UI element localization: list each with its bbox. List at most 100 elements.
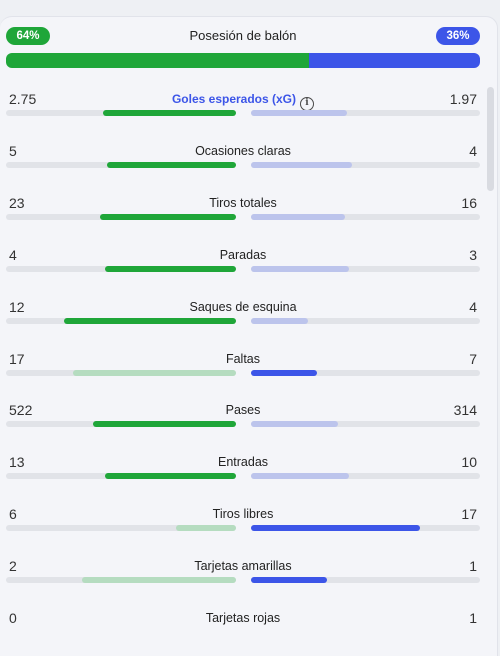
- stat-row: 6 Tiros libres 17: [6, 505, 480, 545]
- stat-away-bar: [251, 473, 350, 479]
- stat-row: 5 Ocasiones claras 4: [6, 142, 480, 182]
- stat-away-bar: [251, 266, 350, 272]
- stat-home-track: [6, 370, 236, 376]
- stat-label-text: Saques de esquina: [189, 300, 297, 314]
- stat-away-track: [251, 473, 480, 479]
- stat-away-value: 4: [469, 299, 477, 315]
- stat-row: 522 Pases 314: [6, 401, 480, 441]
- stat-away-value: 16: [461, 195, 477, 211]
- stat-away-value: 1.97: [449, 91, 477, 107]
- stat-home-track: [6, 266, 236, 272]
- possession-title: Posesión de balón: [189, 28, 297, 43]
- stat-label: Saques de esquina: [6, 298, 480, 316]
- stat-label: Tiros totales: [6, 194, 480, 212]
- stat-away-value: 1: [469, 558, 477, 574]
- stat-home-value: 2.75: [9, 91, 37, 107]
- stat-home-bar: [63, 318, 236, 324]
- stat-home-value: 23: [9, 195, 25, 211]
- stat-label-text: Tarjetas amarillas: [194, 559, 292, 573]
- stat-label-text: Goles esperados (xG): [171, 92, 297, 106]
- stat-away-track: [251, 162, 480, 168]
- stat-home-value: 0: [9, 610, 17, 626]
- stat-home-bar: [100, 214, 236, 220]
- scrollbar[interactable]: [487, 87, 494, 191]
- stat-home-track: [6, 577, 236, 583]
- stat-home-value: 6: [9, 506, 17, 522]
- stat-home-bar: [102, 110, 236, 116]
- stat-away-track: [251, 266, 480, 272]
- stat-home-track: [6, 421, 236, 427]
- stat-away-value: 7: [469, 351, 477, 367]
- stat-away-value: 314: [453, 402, 477, 418]
- stat-label-text: Faltas: [225, 352, 261, 366]
- info-icon[interactable]: i: [300, 97, 315, 111]
- possession-bar-away: [309, 53, 480, 68]
- stat-home-value: 12: [9, 299, 25, 315]
- stat-label-text: Pases: [225, 403, 261, 417]
- stat-away-track: [251, 525, 480, 531]
- stat-home-track: [6, 318, 236, 324]
- stat-label-text: Ocasiones claras: [195, 144, 291, 158]
- stat-label-text: Tiros totales: [209, 196, 277, 210]
- stat-home-bar: [93, 421, 236, 427]
- possession-bar-home: [6, 53, 310, 68]
- stat-away-value: 3: [469, 247, 477, 263]
- stat-label-text: Paradas: [219, 248, 267, 262]
- stat-away-track: [251, 318, 480, 324]
- stat-label: Paradas: [6, 246, 480, 264]
- stat-row: 12 Saques de esquina 4: [6, 298, 480, 338]
- stat-home-bar: [104, 266, 236, 272]
- stat-away-value: 17: [461, 506, 477, 522]
- stat-away-bar: [251, 577, 327, 583]
- stat-label: Tiros libres: [6, 505, 480, 523]
- stat-home-value: 4: [9, 247, 17, 263]
- stat-away-bar: [251, 318, 309, 324]
- stat-away-value: 4: [469, 143, 477, 159]
- stat-home-bar: [81, 577, 236, 583]
- stat-home-bar: [176, 525, 236, 531]
- stat-away-bar: [251, 162, 352, 168]
- stat-away-bar: [251, 421, 339, 427]
- stat-home-value: 17: [9, 351, 25, 367]
- possession-bar: [6, 53, 480, 68]
- stat-away-value: 1: [469, 610, 477, 626]
- stat-away-bar: [251, 525, 421, 531]
- stat-away-value: 10: [461, 454, 477, 470]
- xg-link[interactable]: Goles esperados (xG) i: [6, 90, 480, 111]
- possession-header: 64% Posesión de balón 36%: [6, 27, 480, 45]
- away-possession-badge: 36%: [436, 27, 480, 45]
- stat-label-text: Entradas: [217, 455, 269, 469]
- stat-home-bar: [107, 162, 236, 168]
- stat-row: 17 Faltas 7: [6, 350, 480, 390]
- stat-home-track: [6, 525, 236, 531]
- stat-home-track: [6, 162, 236, 168]
- stat-label: Pases: [6, 401, 480, 419]
- stat-label: Tarjetas rojas: [6, 609, 480, 627]
- stat-home-track: [6, 214, 236, 220]
- stat-row: 23 Tiros totales 16: [6, 194, 480, 234]
- stat-home-value: 522: [9, 402, 33, 418]
- stat-row: 13 Entradas 10: [6, 453, 480, 493]
- stat-label: Ocasiones claras: [6, 142, 480, 160]
- stat-home-track: [6, 473, 236, 479]
- stat-away-track: [251, 421, 480, 427]
- stat-away-bar: [251, 214, 345, 220]
- stat-away-bar: [251, 370, 318, 376]
- match-stats-card: [0, 16, 498, 656]
- stat-home-value: 2: [9, 558, 17, 574]
- stat-home-bar: [104, 473, 236, 479]
- stat-away-bar: [251, 110, 348, 116]
- stat-row: 2.75 Goles esperados (xG) i 1.97: [6, 90, 480, 130]
- stat-label: Tarjetas amarillas: [6, 557, 480, 575]
- stat-away-track: [251, 110, 480, 116]
- stat-label: Entradas: [6, 453, 480, 471]
- stat-home-value: 5: [9, 143, 17, 159]
- stat-away-track: [251, 214, 480, 220]
- stat-row: 2 Tarjetas amarillas 1: [6, 557, 480, 597]
- home-possession-badge: 64%: [6, 27, 50, 45]
- stat-label: Faltas: [6, 350, 480, 368]
- stat-home-track: [6, 110, 236, 116]
- stat-home-bar: [72, 370, 236, 376]
- stat-row: 0 Tarjetas rojas 1: [6, 609, 480, 649]
- stat-home-value: 13: [9, 454, 25, 470]
